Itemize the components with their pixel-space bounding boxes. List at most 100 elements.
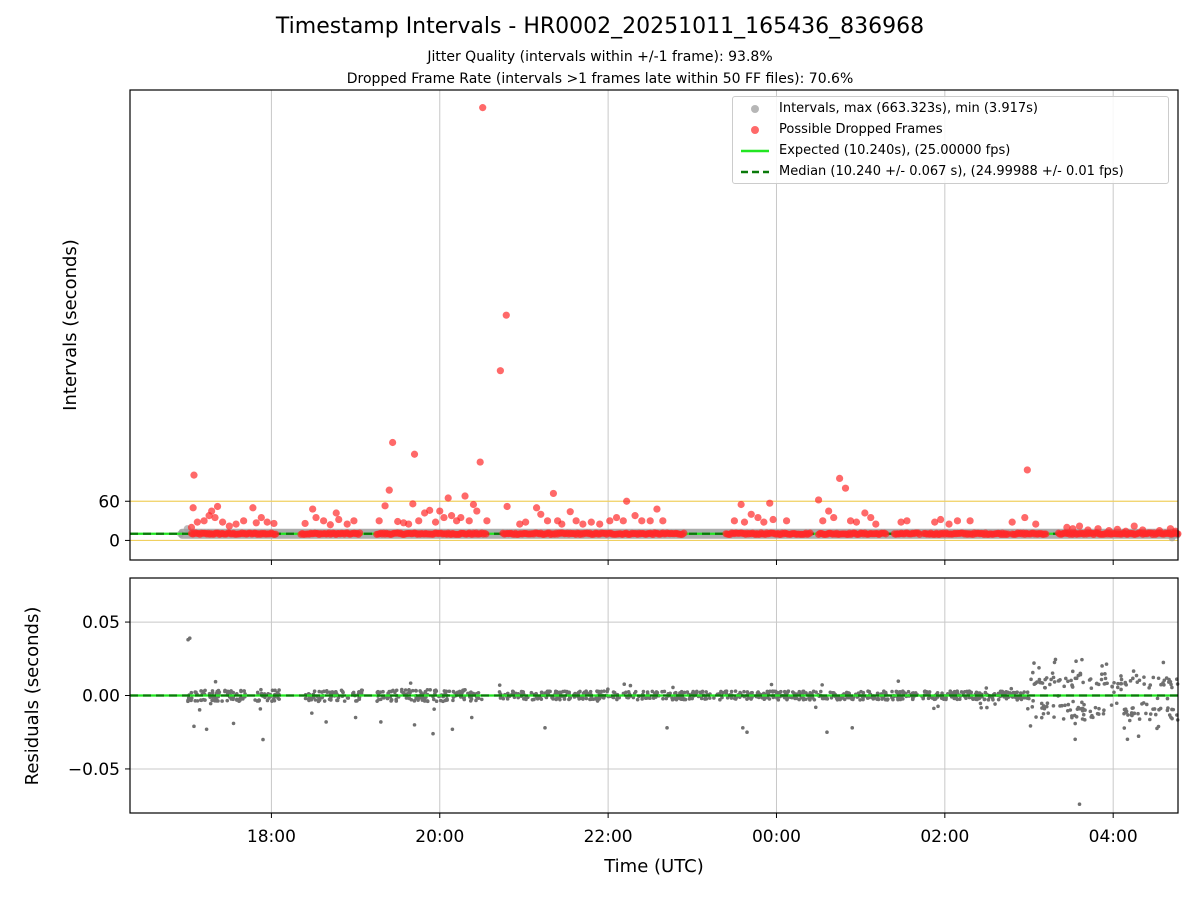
- residual-point: [516, 695, 520, 700]
- residual-point: [225, 698, 230, 703]
- dropped-cluster-point: [680, 529, 688, 537]
- residual-point: [1045, 701, 1050, 706]
- residual-point: [763, 695, 768, 700]
- residual-point: [785, 697, 789, 702]
- residual-point: [861, 697, 865, 702]
- residual-point: [1070, 715, 1074, 720]
- residual-point: [786, 689, 790, 694]
- residual-point: [554, 697, 558, 702]
- residual-point: [1131, 706, 1135, 710]
- intervals-ytick-label-1: 60: [98, 492, 120, 512]
- dropped-point-94: [852, 518, 861, 526]
- dropped-point-109: [1063, 523, 1071, 531]
- residual-point: [210, 690, 215, 695]
- residual-point: [704, 690, 708, 694]
- residual-point: [220, 699, 224, 703]
- residual-point: [1074, 659, 1078, 664]
- intervals-y-ticks: 0 60: [98, 492, 130, 551]
- residual-point: [468, 691, 472, 695]
- residual-outlier-15: [665, 726, 669, 730]
- legend-entry-median: Median (10.240 +/- 0.067 s), (24.99988 +…: [733, 162, 1170, 182]
- residual-point: [239, 689, 243, 694]
- residual-point: [1131, 676, 1135, 681]
- residual-point: [1122, 711, 1126, 716]
- residual-point: [567, 697, 571, 702]
- residual-point: [635, 697, 640, 702]
- residual-point: [668, 691, 672, 696]
- residual-point: [761, 691, 766, 696]
- residual-point: [749, 697, 753, 701]
- threshold-lines: [130, 500, 1178, 542]
- residual-point: [1110, 684, 1115, 689]
- dropped-point-53: [496, 367, 504, 375]
- residual-outlier-2: [192, 724, 196, 729]
- residual-point: [558, 697, 562, 702]
- xlabel: Time (UTC): [603, 856, 704, 877]
- residual-point: [1029, 677, 1033, 682]
- dropped-point-35: [410, 450, 419, 458]
- residual-point: [628, 683, 633, 688]
- residual-point: [1013, 690, 1017, 695]
- dropped-point-33: [405, 520, 413, 528]
- legend-entry-dropped: Possible Dropped Frames: [733, 120, 1170, 140]
- residuals-x-ticks: 18:00 20:00 22:00 00:00 02:00 04:00: [247, 813, 1138, 847]
- residual-point: [336, 695, 341, 700]
- residuals-xtick-label-5: 04:00: [1089, 827, 1138, 847]
- residual-point: [691, 689, 695, 694]
- residual-point: [612, 690, 617, 695]
- residual-point: [978, 701, 983, 706]
- residual-outlier-8: [353, 715, 358, 720]
- residual-point: [1096, 712, 1101, 716]
- residual-point: [1156, 676, 1161, 681]
- residual-point: [1025, 690, 1030, 695]
- dropped-cluster-point: [806, 529, 814, 537]
- residual-point: [428, 687, 432, 692]
- residual-point: [813, 705, 818, 710]
- residual-point: [1144, 702, 1149, 707]
- residual-point: [1052, 680, 1057, 684]
- residual-point: [991, 697, 995, 702]
- dropped-point-20: [312, 513, 320, 522]
- dropped-point-113: [1094, 525, 1102, 533]
- residual-point: [769, 682, 774, 687]
- dropped-point-11: [232, 520, 240, 528]
- dropped-cluster-point: [272, 530, 280, 538]
- legend: Intervals, max (663.323s), min (3.917s) …: [732, 96, 1169, 184]
- residual-point: [645, 690, 650, 694]
- residual-point: [1114, 701, 1119, 706]
- residual-point: [896, 696, 901, 700]
- residual-point: [432, 697, 436, 702]
- dropped-point-99: [903, 517, 911, 525]
- residual-point: [1148, 712, 1153, 716]
- dropped-point-85: [769, 515, 777, 524]
- residual-point: [565, 690, 570, 695]
- residual-point: [1080, 708, 1085, 713]
- legend-dropped-label: Possible Dropped Frames: [779, 122, 943, 137]
- dropped-point-82: [754, 513, 762, 522]
- residual-point: [898, 690, 902, 694]
- residual-point: [1075, 707, 1080, 711]
- residual-point: [622, 682, 627, 687]
- residual-point: [768, 689, 772, 694]
- residual-point: [1040, 706, 1044, 710]
- residual-point: [412, 699, 417, 703]
- residual-point: [1097, 706, 1101, 711]
- residual-point: [393, 690, 397, 695]
- residual-point: [611, 695, 616, 700]
- residual-outlier-3: [204, 727, 209, 732]
- residual-point: [1115, 685, 1120, 690]
- intervals-axes-frame: [129, 89, 1179, 561]
- residual-point: [1044, 704, 1049, 709]
- dropped-point-116: [1122, 527, 1130, 535]
- dropped-frame-clusters: [187, 529, 1182, 539]
- residual-point: [1112, 680, 1116, 685]
- residual-point: [1080, 657, 1084, 662]
- residual-point: [239, 695, 244, 700]
- residual-point: [808, 698, 812, 702]
- residual-point: [1037, 677, 1042, 682]
- residual-outlier-7: [324, 720, 328, 724]
- dropped-point-8: [213, 502, 222, 511]
- residual-point: [979, 705, 983, 710]
- residual-points: [186, 636, 1180, 806]
- chart-title: Timestamp Intervals - HR0002_20251011_16…: [275, 14, 925, 39]
